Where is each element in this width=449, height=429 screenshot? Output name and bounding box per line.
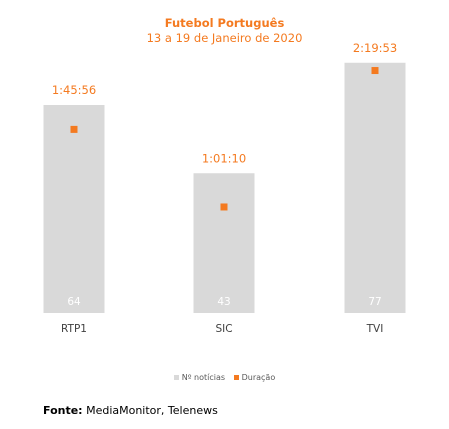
legend-item-noticias: Nº notícias [173,373,226,382]
bar-label-tvi: 77 [368,296,381,308]
duration-label-tvi: 2:19:53 [353,41,397,55]
source-label: Fonte: [43,404,83,417]
legend-item-duracao: Duração [233,373,276,382]
source-note: Fonte: MediaMonitor, Telenews [43,404,218,417]
chart-subtitle: 13 a 19 de Janeiro de 2020 [146,31,303,45]
bar-sic [193,173,255,313]
legend-label-duracao: Duração [241,373,276,382]
legend-swatch-duracao [233,375,239,380]
bar-label-sic: 43 [217,296,230,308]
source-text: MediaMonitor, Telenews [86,404,218,417]
legend: Nº notícias Duração [0,373,449,382]
category-label-rtp1: RTP1 [61,323,87,335]
chart-title: Futebol Português [164,16,285,30]
category-label-sic: SIC [215,323,232,335]
duration-marker-tvi [371,67,379,75]
category-label-tvi: TVI [366,323,384,335]
bar-rtp1 [43,105,105,313]
bar-tvi [344,62,406,313]
duration-label-sic: 1:01:10 [202,151,246,165]
duration-label-rtp1: 1:45:56 [52,83,96,97]
legend-label-noticias: Nº notícias [181,373,226,382]
duration-marker-rtp1 [70,125,78,133]
duration-marker-sic [220,203,228,211]
legend-swatch-noticias [173,375,179,380]
bar-label-rtp1: 64 [67,296,81,308]
